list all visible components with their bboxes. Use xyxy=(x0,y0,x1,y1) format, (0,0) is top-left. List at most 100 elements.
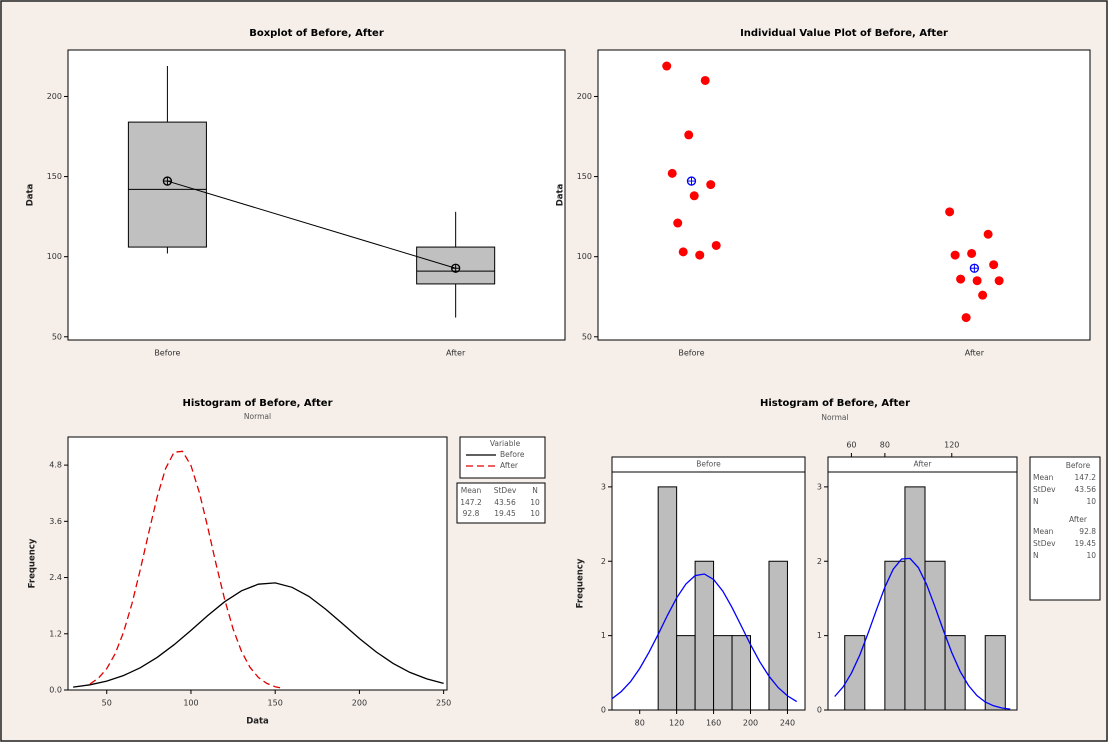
y-tick-label: 200 xyxy=(47,92,62,101)
stats-label: StDev xyxy=(1033,485,1056,494)
histogram-bar xyxy=(945,636,965,710)
stats-label: N xyxy=(1033,497,1039,506)
stats-value: 43.56 xyxy=(1075,485,1097,494)
mean-symbol xyxy=(452,264,460,272)
chart-subtitle: Normal xyxy=(244,412,271,421)
stats-header: StDev xyxy=(494,486,517,495)
y-tick-label: 100 xyxy=(577,252,592,261)
x-tick-label: 50 xyxy=(102,699,112,708)
mean-symbol xyxy=(970,264,978,272)
y-axis-label: Data xyxy=(556,183,566,206)
data-point xyxy=(706,180,715,189)
data-point xyxy=(690,191,699,200)
stats-label: StDev xyxy=(1033,539,1056,548)
stats-header: Mean xyxy=(461,486,482,495)
y-tick-label: 100 xyxy=(47,252,62,261)
chart-subtitle: Normal xyxy=(821,413,848,422)
stats-group: After xyxy=(1069,515,1088,524)
mean-symbol xyxy=(687,177,695,185)
y-tick-label: 3 xyxy=(601,482,606,491)
data-point xyxy=(989,260,998,269)
stats-header: N xyxy=(532,486,538,495)
chart-title: Boxplot of Before, After xyxy=(249,28,384,39)
y-tick-label: 50 xyxy=(52,332,62,341)
data-point xyxy=(973,276,982,285)
chart-title: Individual Value Plot of Before, After xyxy=(740,28,948,39)
stats-group: Before xyxy=(1066,461,1091,470)
y-tick-label: 50 xyxy=(582,332,592,341)
x-tick-label: 250 xyxy=(436,699,451,708)
stats-cell: 19.45 xyxy=(494,509,516,518)
histogram-bar xyxy=(677,636,695,710)
chart-title: Histogram of Before, After xyxy=(182,398,332,409)
y-axis-label: Frequency xyxy=(576,558,586,608)
x-tick-label: 200 xyxy=(743,719,758,728)
histogram-bar xyxy=(732,636,750,710)
histogram-bar xyxy=(885,561,905,710)
x-tick-label: 120 xyxy=(669,719,684,728)
data-point xyxy=(951,251,960,260)
y-axis-label: Data xyxy=(26,183,36,206)
y-tick-label: 150 xyxy=(577,172,592,181)
data-point xyxy=(684,130,693,139)
data-point xyxy=(945,207,954,216)
data-point xyxy=(662,62,671,71)
y-tick-label: 3 xyxy=(817,482,822,491)
y-tick-label: 4.8 xyxy=(49,461,62,470)
chart-page: Boxplot of Before, After50100150200DataB… xyxy=(0,0,1108,742)
data-point xyxy=(695,251,704,260)
data-point xyxy=(967,249,976,258)
x-tick-label: 100 xyxy=(183,699,198,708)
x-tick-label: Before xyxy=(154,349,180,358)
data-point xyxy=(673,219,682,228)
stats-label: Mean xyxy=(1033,527,1054,536)
legend-label: Before xyxy=(500,450,525,459)
y-tick-label: 0 xyxy=(817,706,822,715)
stats-cell: 147.2 xyxy=(460,498,482,507)
data-point xyxy=(984,230,993,239)
data-point xyxy=(995,276,1004,285)
stats-cell: 10 xyxy=(530,509,540,518)
plot-area xyxy=(598,50,1090,340)
y-tick-label: 150 xyxy=(47,172,62,181)
chart-title: Histogram of Before, After xyxy=(760,398,910,409)
stats-label: Mean xyxy=(1033,473,1054,482)
stats-cell: 10 xyxy=(530,498,540,507)
histogram-bar xyxy=(714,636,732,710)
histogram-bar xyxy=(925,561,945,710)
x-tick-label: 120 xyxy=(944,441,959,450)
x-tick-label: 240 xyxy=(780,719,795,728)
y-tick-label: 0 xyxy=(601,706,606,715)
x-tick-label: 150 xyxy=(268,699,283,708)
data-point xyxy=(962,313,971,322)
histogram-bar xyxy=(985,636,1005,710)
mean-symbol xyxy=(163,177,171,185)
stats-value: 147.2 xyxy=(1075,473,1097,482)
stats-value: 19.45 xyxy=(1075,539,1097,548)
x-tick-label: 200 xyxy=(352,699,367,708)
y-tick-label: 1 xyxy=(601,631,606,640)
y-tick-label: 0.0 xyxy=(49,686,62,695)
legend-label: After xyxy=(500,461,519,470)
y-tick-label: 200 xyxy=(577,92,592,101)
histogram-bar xyxy=(695,561,713,710)
data-point xyxy=(978,291,987,300)
legend-title: Variable xyxy=(490,439,521,448)
histogram-bar xyxy=(905,487,925,710)
x-tick-label: 160 xyxy=(706,719,721,728)
histogram-bar xyxy=(658,487,676,710)
y-tick-label: 1 xyxy=(817,631,822,640)
stats-value: 10 xyxy=(1086,551,1096,560)
panel-label: After xyxy=(913,460,932,469)
x-tick-label: 80 xyxy=(880,441,890,450)
plot-area xyxy=(68,437,447,690)
y-tick-label: 2 xyxy=(817,557,822,566)
data-point xyxy=(679,247,688,256)
y-tick-label: 3.6 xyxy=(49,517,62,526)
data-point xyxy=(668,169,677,178)
x-tick-label: After xyxy=(965,349,985,358)
stats-cell: 43.56 xyxy=(494,498,516,507)
histogram-bar xyxy=(845,636,865,710)
x-axis-label: Data xyxy=(246,717,269,727)
data-point xyxy=(956,275,965,284)
